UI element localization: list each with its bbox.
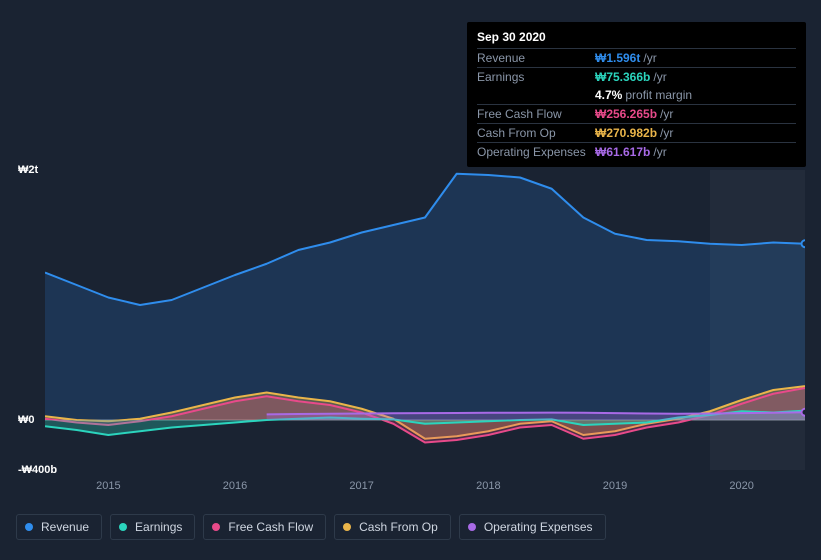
chart-legend: Revenue Earnings Free Cash Flow Cash From O… bbox=[16, 514, 606, 540]
tooltip-row-label: Revenue bbox=[477, 51, 595, 65]
legend-dot-icon bbox=[25, 523, 33, 531]
x-tick-label: 2018 bbox=[476, 480, 500, 492]
legend-dot-icon bbox=[468, 523, 476, 531]
tooltip-date: Sep 30 2020 bbox=[477, 28, 796, 48]
tooltip-row: Operating Expenses₩61.617b/yr bbox=[477, 142, 796, 161]
legend-label: Earnings bbox=[135, 520, 182, 534]
legend-dot-icon bbox=[343, 523, 351, 531]
x-tick-label: 2015 bbox=[96, 480, 120, 492]
legend-label: Operating Expenses bbox=[484, 520, 593, 534]
tooltip-row-value: 4.7%profit margin bbox=[595, 88, 692, 102]
legend-item[interactable]: Free Cash Flow bbox=[203, 514, 326, 540]
tooltip-row-label bbox=[477, 88, 595, 102]
chart-tooltip: Sep 30 2020 Revenue₩1.596t/yrEarnings₩75… bbox=[467, 22, 806, 167]
tooltip-row-label: Earnings bbox=[477, 70, 595, 84]
legend-dot-icon bbox=[212, 523, 220, 531]
legend-label: Free Cash Flow bbox=[228, 520, 313, 534]
tooltip-row-value: ₩1.596t/yr bbox=[595, 51, 657, 65]
tooltip-row-label: Free Cash Flow bbox=[477, 107, 595, 121]
legend-item[interactable]: Earnings bbox=[110, 514, 195, 540]
tooltip-row-label: Operating Expenses bbox=[477, 145, 595, 159]
tooltip-row-value: ₩256.265b/yr bbox=[595, 107, 673, 121]
tooltip-row-value: ₩61.617b/yr bbox=[595, 145, 667, 159]
y-tick-label: ₩2t bbox=[18, 164, 38, 176]
x-tick-label: 2016 bbox=[223, 480, 247, 492]
tooltip-row: Earnings₩75.366b/yr bbox=[477, 67, 796, 86]
legend-item[interactable]: Operating Expenses bbox=[459, 514, 606, 540]
legend-item[interactable]: Cash From Op bbox=[334, 514, 451, 540]
tooltip-row-value: ₩75.366b/yr bbox=[595, 70, 667, 84]
tooltip-row-value: ₩270.982b/yr bbox=[595, 126, 673, 140]
y-tick-label: ₩0 bbox=[18, 414, 35, 426]
legend-item[interactable]: Revenue bbox=[16, 514, 102, 540]
x-tick-label: 2020 bbox=[729, 480, 753, 492]
tooltip-row: Revenue₩1.596t/yr bbox=[477, 48, 796, 67]
tooltip-row-label: Cash From Op bbox=[477, 126, 595, 140]
tooltip-row: Cash From Op₩270.982b/yr bbox=[477, 123, 796, 142]
tooltip-row: Free Cash Flow₩256.265b/yr bbox=[477, 104, 796, 123]
legend-label: Cash From Op bbox=[359, 520, 438, 534]
legend-dot-icon bbox=[119, 523, 127, 531]
x-axis: 2015 2016 2017 2018 2019 2020 bbox=[16, 480, 805, 500]
tooltip-row: 4.7%profit margin bbox=[477, 86, 796, 104]
financials-chart[interactable] bbox=[45, 170, 805, 470]
x-tick-label: 2019 bbox=[603, 480, 627, 492]
x-tick-label: 2017 bbox=[349, 480, 373, 492]
legend-label: Revenue bbox=[41, 520, 89, 534]
